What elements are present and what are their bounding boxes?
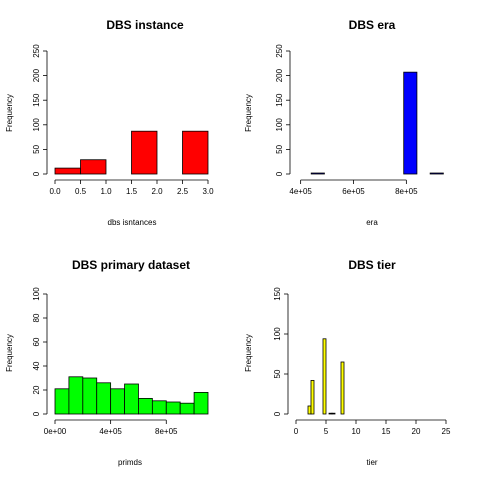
x-tick-label: 2.5 xyxy=(177,187,189,196)
y-tick-label: 40 xyxy=(32,361,41,370)
y-axis: 0 50 100 150 200 250 xyxy=(32,44,48,176)
chart-title: DBS tier xyxy=(348,258,396,272)
histogram-bar xyxy=(310,379,315,415)
histogram-bar xyxy=(310,172,325,175)
histogram-bar xyxy=(328,412,333,415)
x-axis: 4e+05 6e+05 8e+05 xyxy=(289,179,418,196)
histogram-bar xyxy=(80,159,107,175)
y-tick-label: 0 xyxy=(32,171,41,176)
bars xyxy=(54,130,209,175)
histogram-bar xyxy=(54,167,81,175)
x-tick-label: 4e+05 xyxy=(99,427,122,436)
y-tick-label: 150 xyxy=(275,93,284,107)
x-tick-label: 3.0 xyxy=(202,187,214,196)
y-axis-label: Frequency xyxy=(5,94,14,132)
histogram-bar xyxy=(193,391,209,415)
x-tick-label: 10 xyxy=(352,427,361,436)
panel-dbs-instance: DBS instance dbs isntances Frequency 0.0… xyxy=(5,18,214,227)
y-axis: 0 20 40 60 80 100 xyxy=(32,287,48,416)
y-tick-label: 250 xyxy=(32,44,41,58)
y-axis: 0 50 100 150 xyxy=(273,287,289,416)
chart-title: DBS primary dataset xyxy=(72,258,190,272)
x-axis-label: era xyxy=(366,218,378,227)
y-tick-label: 0 xyxy=(275,171,284,176)
y-tick-label: 20 xyxy=(32,385,41,394)
bars xyxy=(307,338,345,415)
chart-title: DBS era xyxy=(349,18,396,32)
histogram-bar xyxy=(340,361,345,415)
x-tick-label: 1.0 xyxy=(100,187,112,196)
histogram-bar xyxy=(124,383,139,415)
y-axis-label: Frequency xyxy=(244,94,253,132)
y-tick-label: 80 xyxy=(32,313,41,322)
x-tick-label: 5 xyxy=(324,427,329,436)
histogram-bar xyxy=(68,376,84,415)
histogram-bar xyxy=(322,338,327,415)
y-axis-label: Frequency xyxy=(244,334,253,372)
histogram-bar xyxy=(429,172,444,175)
x-tick-label: 0.0 xyxy=(49,187,61,196)
y-tick-label: 100 xyxy=(273,327,282,341)
histogram-bar xyxy=(182,130,209,175)
y-tick-label: 150 xyxy=(32,93,41,107)
bars xyxy=(54,376,209,415)
y-tick-label: 250 xyxy=(275,44,284,58)
panel-dbs-tier: DBS tier tier Frequency 0 5 10 15 20 25 0 50 10… xyxy=(244,258,451,467)
y-tick-label: 0 xyxy=(273,411,282,416)
y-tick-label: 50 xyxy=(273,369,282,378)
bars xyxy=(310,71,444,175)
x-tick-label: 8e+05 xyxy=(155,427,178,436)
histogram-bar xyxy=(131,130,158,175)
histogram-bar xyxy=(138,397,153,415)
y-tick-label: 50 xyxy=(275,144,284,153)
x-tick-label: 1.5 xyxy=(126,187,138,196)
x-tick-label: 0e+00 xyxy=(44,427,67,436)
y-tick-label: 150 xyxy=(273,287,282,301)
x-tick-label: 0 xyxy=(294,427,299,436)
x-tick-label: 20 xyxy=(412,427,421,436)
histogram-bar xyxy=(54,388,70,415)
y-tick-label: 0 xyxy=(32,411,41,416)
x-tick-label: 15 xyxy=(382,427,391,436)
histogram-bar xyxy=(82,377,98,415)
x-tick-label: 8e+05 xyxy=(395,187,418,196)
x-tick-label: 0.5 xyxy=(75,187,87,196)
y-tick-label: 200 xyxy=(32,68,41,82)
panel-dbs-primary-dataset: DBS primary dataset primds Frequency 0e+… xyxy=(5,258,209,467)
x-tick-label: 6e+05 xyxy=(342,187,365,196)
histogram-bar xyxy=(307,405,312,415)
x-axis-label: tier xyxy=(366,458,377,467)
x-axis-label: dbs isntances xyxy=(108,218,157,227)
histogram-bar xyxy=(331,412,336,415)
x-axis: 0 5 10 15 20 25 xyxy=(294,419,451,436)
histogram-bar xyxy=(165,401,181,415)
y-tick-label: 100 xyxy=(32,118,41,132)
x-tick-label: 25 xyxy=(442,427,451,436)
histogram-bar xyxy=(110,388,125,415)
y-tick-label: 60 xyxy=(32,337,41,346)
y-tick-label: 100 xyxy=(275,118,284,132)
x-tick-label: 2.0 xyxy=(151,187,163,196)
y-tick-label: 200 xyxy=(275,68,284,82)
y-axis-label: Frequency xyxy=(5,334,14,372)
x-tick-label: 4e+05 xyxy=(289,187,312,196)
chart-title: DBS instance xyxy=(106,18,184,32)
x-axis-label: primds xyxy=(118,458,142,467)
y-tick-label: 50 xyxy=(32,144,41,153)
x-axis: 0.0 0.5 1.0 1.5 2.0 2.5 3.0 xyxy=(49,179,214,196)
histogram-bar xyxy=(403,71,418,175)
histogram-bar xyxy=(179,402,195,415)
y-tick-label: 100 xyxy=(32,287,41,301)
x-axis: 0e+00 4e+05 8e+05 xyxy=(44,419,178,436)
histogram-bar xyxy=(96,382,112,415)
histogram-bar xyxy=(151,400,167,415)
panel-dbs-era: DBS era era Frequency 4e+05 6e+05 8e+05 0 5… xyxy=(244,18,444,227)
y-axis: 0 50 100 150 200 250 xyxy=(275,44,291,176)
